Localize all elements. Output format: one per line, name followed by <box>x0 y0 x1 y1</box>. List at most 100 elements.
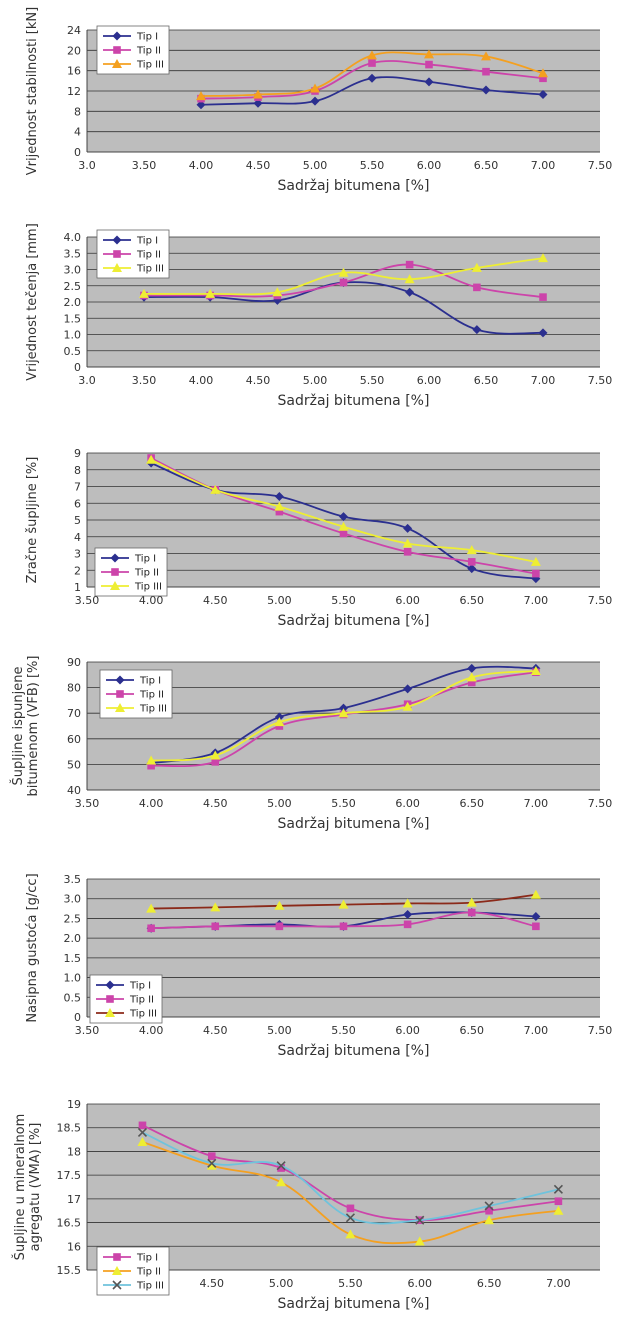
y-tick-label: 17 <box>67 1193 81 1206</box>
data-point-4 <box>403 523 413 533</box>
y-tick-label: 8 <box>74 464 81 477</box>
x-tick-label: 7.00 <box>524 594 549 607</box>
legend-item: Tip I <box>103 235 158 247</box>
legend-item: Tip II <box>101 568 159 579</box>
x-tick-label: 4.50 <box>200 1277 225 1290</box>
data-point-legend-2 <box>110 581 120 590</box>
data-point-6 <box>539 293 547 301</box>
y-tick-label: 2.5 <box>64 912 82 925</box>
legend-item: Tip I <box>103 31 158 43</box>
data-point-1 <box>210 484 221 494</box>
legend-item: Tip II <box>103 1266 161 1278</box>
x-tick-label: 5.00 <box>267 797 292 810</box>
x-tick-label: 4.50 <box>203 797 228 810</box>
x-marker-icon <box>276 1161 286 1171</box>
y-tick-label: 3.0 <box>64 893 82 906</box>
data-point-1 <box>205 288 216 298</box>
y-tick-label: 3.0 <box>64 264 82 277</box>
data-point-0 <box>146 454 157 464</box>
data-point-3 <box>338 899 349 909</box>
y-axis-label-line: Vrijednost tečenja [mm] <box>25 223 40 381</box>
data-point-0 <box>137 1136 148 1146</box>
data-point-6 <box>553 1184 563 1194</box>
chart-stability: 0 4 8 12 16 20 24 3.0 3.50 4.00 4.50 5.00 5.50 6.00 6.… <box>0 0 621 205</box>
y-tick-label: 0 <box>74 1011 81 1024</box>
y-tick-label: 16 <box>67 65 81 78</box>
y-axis-label-line: Nasipna gustoća [g/cc] <box>25 873 40 1022</box>
x-axis-label: Sadržaj bitumena [%] <box>278 1296 430 1312</box>
y-tick-label: 6 <box>74 497 81 510</box>
data-point-3 <box>346 1204 355 1213</box>
legend-item: Tip II <box>103 46 161 57</box>
data-point-3 <box>339 529 348 538</box>
legend-label: Tip I <box>139 676 161 687</box>
x-tick-label: 7.00 <box>524 1024 549 1037</box>
y-tick-label: 3 <box>74 548 81 561</box>
y-tick-label: 3.5 <box>64 873 82 886</box>
y-tick-label: 15.5 <box>57 1264 82 1277</box>
x-tick-label: 3.50 <box>75 797 100 810</box>
x-tick-label: 6.00 <box>395 797 420 810</box>
x-tick-label: 4.00 <box>189 159 214 172</box>
legend-label: Tip II <box>136 1267 161 1278</box>
y-tick-label: 4.0 <box>64 231 82 244</box>
y-tick-label: 12 <box>67 85 81 98</box>
y-tick-label: 90 <box>67 656 81 669</box>
x-axis-label: Sadržaj bitumena [%] <box>278 816 430 832</box>
x-tick-label: 3.50 <box>75 1024 100 1037</box>
legend-item: Tip III <box>101 581 162 593</box>
x-tick-label: 4.00 <box>139 797 164 810</box>
x-tick-label: 7.50 <box>588 1024 613 1037</box>
data-point-legend-1 <box>113 46 121 54</box>
chart-air-voids-svg: 1 2 3 4 5 6 7 8 9 3.50 4.00 4.50 5.00 5.50 6.00 6.50 7.0… <box>25 447 613 629</box>
y-tick-label: 1.0 <box>64 329 82 342</box>
x-tick-label: 6.00 <box>408 1277 433 1290</box>
x-tick-label: 5.00 <box>267 594 292 607</box>
data-point-1 <box>211 922 220 931</box>
y-tick-label: 18.5 <box>57 1122 82 1135</box>
data-point-6 <box>538 253 548 263</box>
data-point-3 <box>339 512 348 522</box>
x-marker-icon <box>345 1213 355 1223</box>
legend: Tip I Tip II Tip III <box>99 669 173 719</box>
y-axis-label-line: Zračne šupljine [%] <box>25 457 40 584</box>
x-tick-label: 5.50 <box>331 1024 356 1037</box>
data-point-0 <box>146 903 157 913</box>
data-point-6 <box>531 911 541 921</box>
x-tick-label: 5.50 <box>331 594 356 607</box>
y-tick-label: 7 <box>74 481 81 494</box>
legend-item: Tip III <box>103 263 164 275</box>
chart-bulk-density-svg: 0 0.5 1.0 1.5 2.0 2.5 3.0 3.5 3.50 4.00 4.50 5.00 5.… <box>25 873 613 1059</box>
series-2 <box>137 1136 564 1246</box>
x-tick-label: 7.50 <box>588 594 613 607</box>
data-point-legend-0 <box>110 553 120 563</box>
data-point-4 <box>403 548 412 556</box>
data-point-legend-2 <box>112 263 122 272</box>
series-2 <box>147 908 540 933</box>
x-tick-label: 6.50 <box>474 159 499 172</box>
x-tick-label: 7.50 <box>588 374 613 387</box>
y-axis-label: Vrijednost stabilnosti [kN] <box>25 7 40 175</box>
data-point-3 <box>338 708 349 718</box>
data-point-2 <box>274 900 285 910</box>
x-tick-label: 7.00 <box>546 1277 571 1290</box>
y-tick-label: 1.5 <box>64 312 82 325</box>
x-axis-label: Sadržaj bitumena [%] <box>278 393 430 409</box>
legend: Tip I Tip II Tip III <box>96 25 170 75</box>
chart-bulk-density: 0 0.5 1.0 1.5 2.0 2.5 3.0 3.5 3.50 4.00 4.50 5.00 5.… <box>0 865 621 1080</box>
y-tick-label: 1 <box>74 581 81 594</box>
data-point-4 <box>403 909 413 919</box>
data-point-0 <box>147 761 155 770</box>
x-tick-label: 4.00 <box>139 1024 164 1037</box>
x-tick-label: 7.00 <box>524 797 549 810</box>
x-tick-label: 5.00 <box>303 159 328 172</box>
data-point-4 <box>402 898 413 908</box>
x-tick-label: 6.50 <box>460 797 485 810</box>
legend-label: Tip III <box>136 1281 164 1292</box>
legend: Tip I Tip II Tip III <box>96 229 170 279</box>
data-point-4 <box>403 920 412 929</box>
data-point-legend-0 <box>113 1253 121 1261</box>
y-tick-label: 17.5 <box>57 1169 82 1182</box>
legend-item: Tip II <box>103 250 161 261</box>
